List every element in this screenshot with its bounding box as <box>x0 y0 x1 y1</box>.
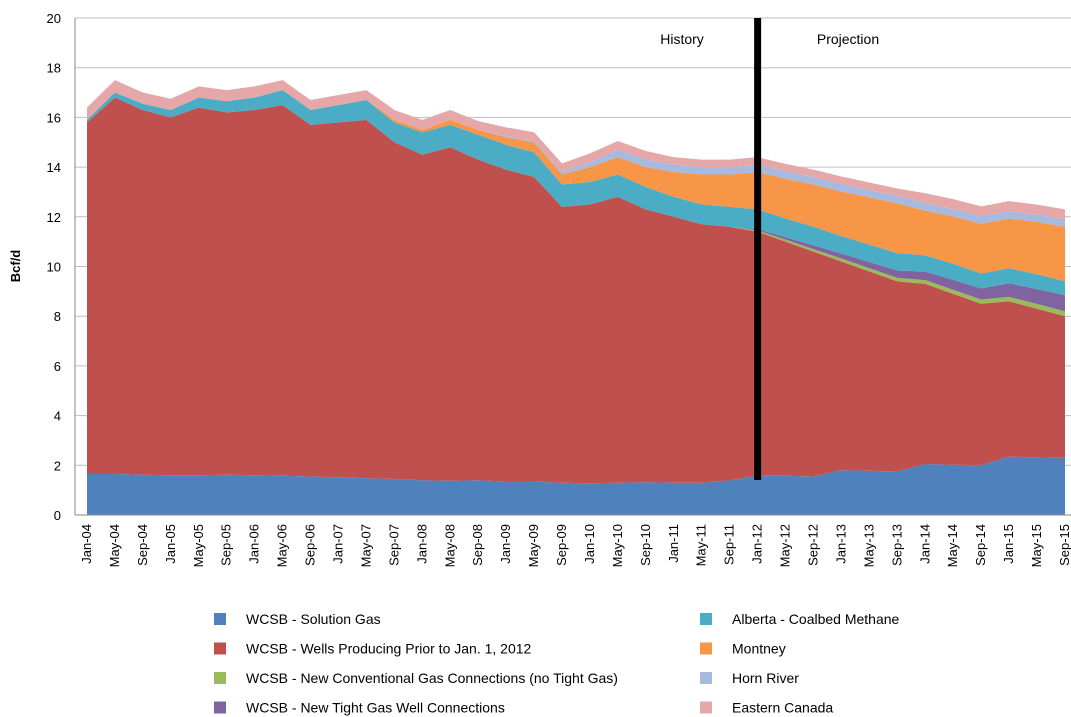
x-tick-label: Sep-13 <box>889 524 904 566</box>
y-tick-label: 16 <box>47 110 61 125</box>
y-tick-label: 4 <box>54 409 61 424</box>
y-tick-label: 10 <box>47 260 61 275</box>
legend-swatch <box>214 701 226 714</box>
area <box>87 90 1065 227</box>
x-tick-label: Sep-04 <box>135 524 150 566</box>
x-tick-label: Jan-08 <box>414 524 429 564</box>
legend-label: WCSB - Wells Producing Prior to Jan. 1, … <box>246 641 532 657</box>
area <box>87 97 1065 484</box>
x-tick-label: Sep-12 <box>806 524 821 566</box>
legend-label: Horn River <box>732 670 799 686</box>
legend-label: WCSB - New Conventional Gas Connections … <box>246 670 618 686</box>
x-tick-label: May-15 <box>1029 524 1044 567</box>
x-tick-label: Jan-12 <box>750 524 765 564</box>
legend-label: Eastern Canada <box>732 700 833 716</box>
x-tick-label: Sep-09 <box>554 524 569 566</box>
x-tick-label: Jan-10 <box>582 524 597 564</box>
legend-swatch <box>214 613 226 625</box>
legend-label: WCSB - Solution Gas <box>246 611 381 627</box>
x-tick-label: May-04 <box>107 524 122 567</box>
x-tick-label: Sep-10 <box>638 524 653 566</box>
area <box>87 90 1065 282</box>
x-tick-label: May-09 <box>526 524 541 567</box>
area <box>87 90 1065 296</box>
x-tick-label: May-12 <box>778 524 793 567</box>
x-tick-label: Jan-09 <box>498 524 513 564</box>
x-tick-label: May-14 <box>945 524 960 567</box>
y-tick-label: 8 <box>54 309 61 324</box>
legend-swatch <box>214 672 226 684</box>
legend-label: WCSB - New Tight Gas Well Connections <box>246 700 505 716</box>
y-tick-label: 0 <box>54 508 61 523</box>
x-tick-label: Jan-15 <box>1001 524 1016 564</box>
legend-swatch <box>700 642 712 655</box>
x-tick-label: May-11 <box>694 524 709 566</box>
x-tick-label: May-05 <box>191 524 206 567</box>
y-tick-label: 14 <box>47 160 61 175</box>
x-tick-label: May-06 <box>275 524 290 567</box>
x-tick-label: Jan-05 <box>163 524 178 564</box>
x-tick-label: Sep-07 <box>386 524 401 566</box>
x-tick-label: Sep-05 <box>219 524 234 566</box>
y-tick-label: 2 <box>54 458 61 473</box>
legend-swatch <box>214 642 226 655</box>
x-tick-label: May-08 <box>442 524 457 567</box>
y-tick-label: 12 <box>47 210 61 225</box>
x-tick-label: Sep-15 <box>1057 524 1071 566</box>
x-tick-label: Sep-14 <box>973 524 988 566</box>
legend-swatch <box>700 672 712 684</box>
legend-swatch <box>700 701 712 714</box>
x-tick-label: Jan-06 <box>247 524 262 564</box>
annotation: History <box>660 31 704 47</box>
x-tick-label: May-13 <box>861 524 876 567</box>
legend-label: Montney <box>732 641 786 657</box>
area <box>87 97 1065 312</box>
legend-swatch <box>700 613 712 625</box>
y-axis-label: Bcf/d <box>8 250 23 283</box>
x-tick-label: Jan-04 <box>79 524 94 564</box>
x-tick-label: Jan-14 <box>917 524 932 564</box>
y-tick-label: 18 <box>47 61 61 76</box>
area <box>87 80 1065 220</box>
x-tick-label: Sep-06 <box>303 524 318 566</box>
legend-label: Alberta - Coalbed Methane <box>732 611 900 627</box>
x-tick-label: Jan-13 <box>833 524 848 564</box>
x-tick-label: Sep-08 <box>470 524 485 566</box>
y-tick-label: 20 <box>47 11 61 26</box>
x-tick-label: Jan-11 <box>666 524 681 563</box>
annotation: Projection <box>817 31 879 47</box>
x-tick-label: May-07 <box>358 524 373 567</box>
area <box>87 456 1065 515</box>
x-tick-label: Jan-07 <box>330 524 345 564</box>
x-tick-label: May-10 <box>610 524 625 567</box>
x-tick-label: Sep-11 <box>722 524 737 565</box>
y-tick-label: 6 <box>54 359 61 374</box>
